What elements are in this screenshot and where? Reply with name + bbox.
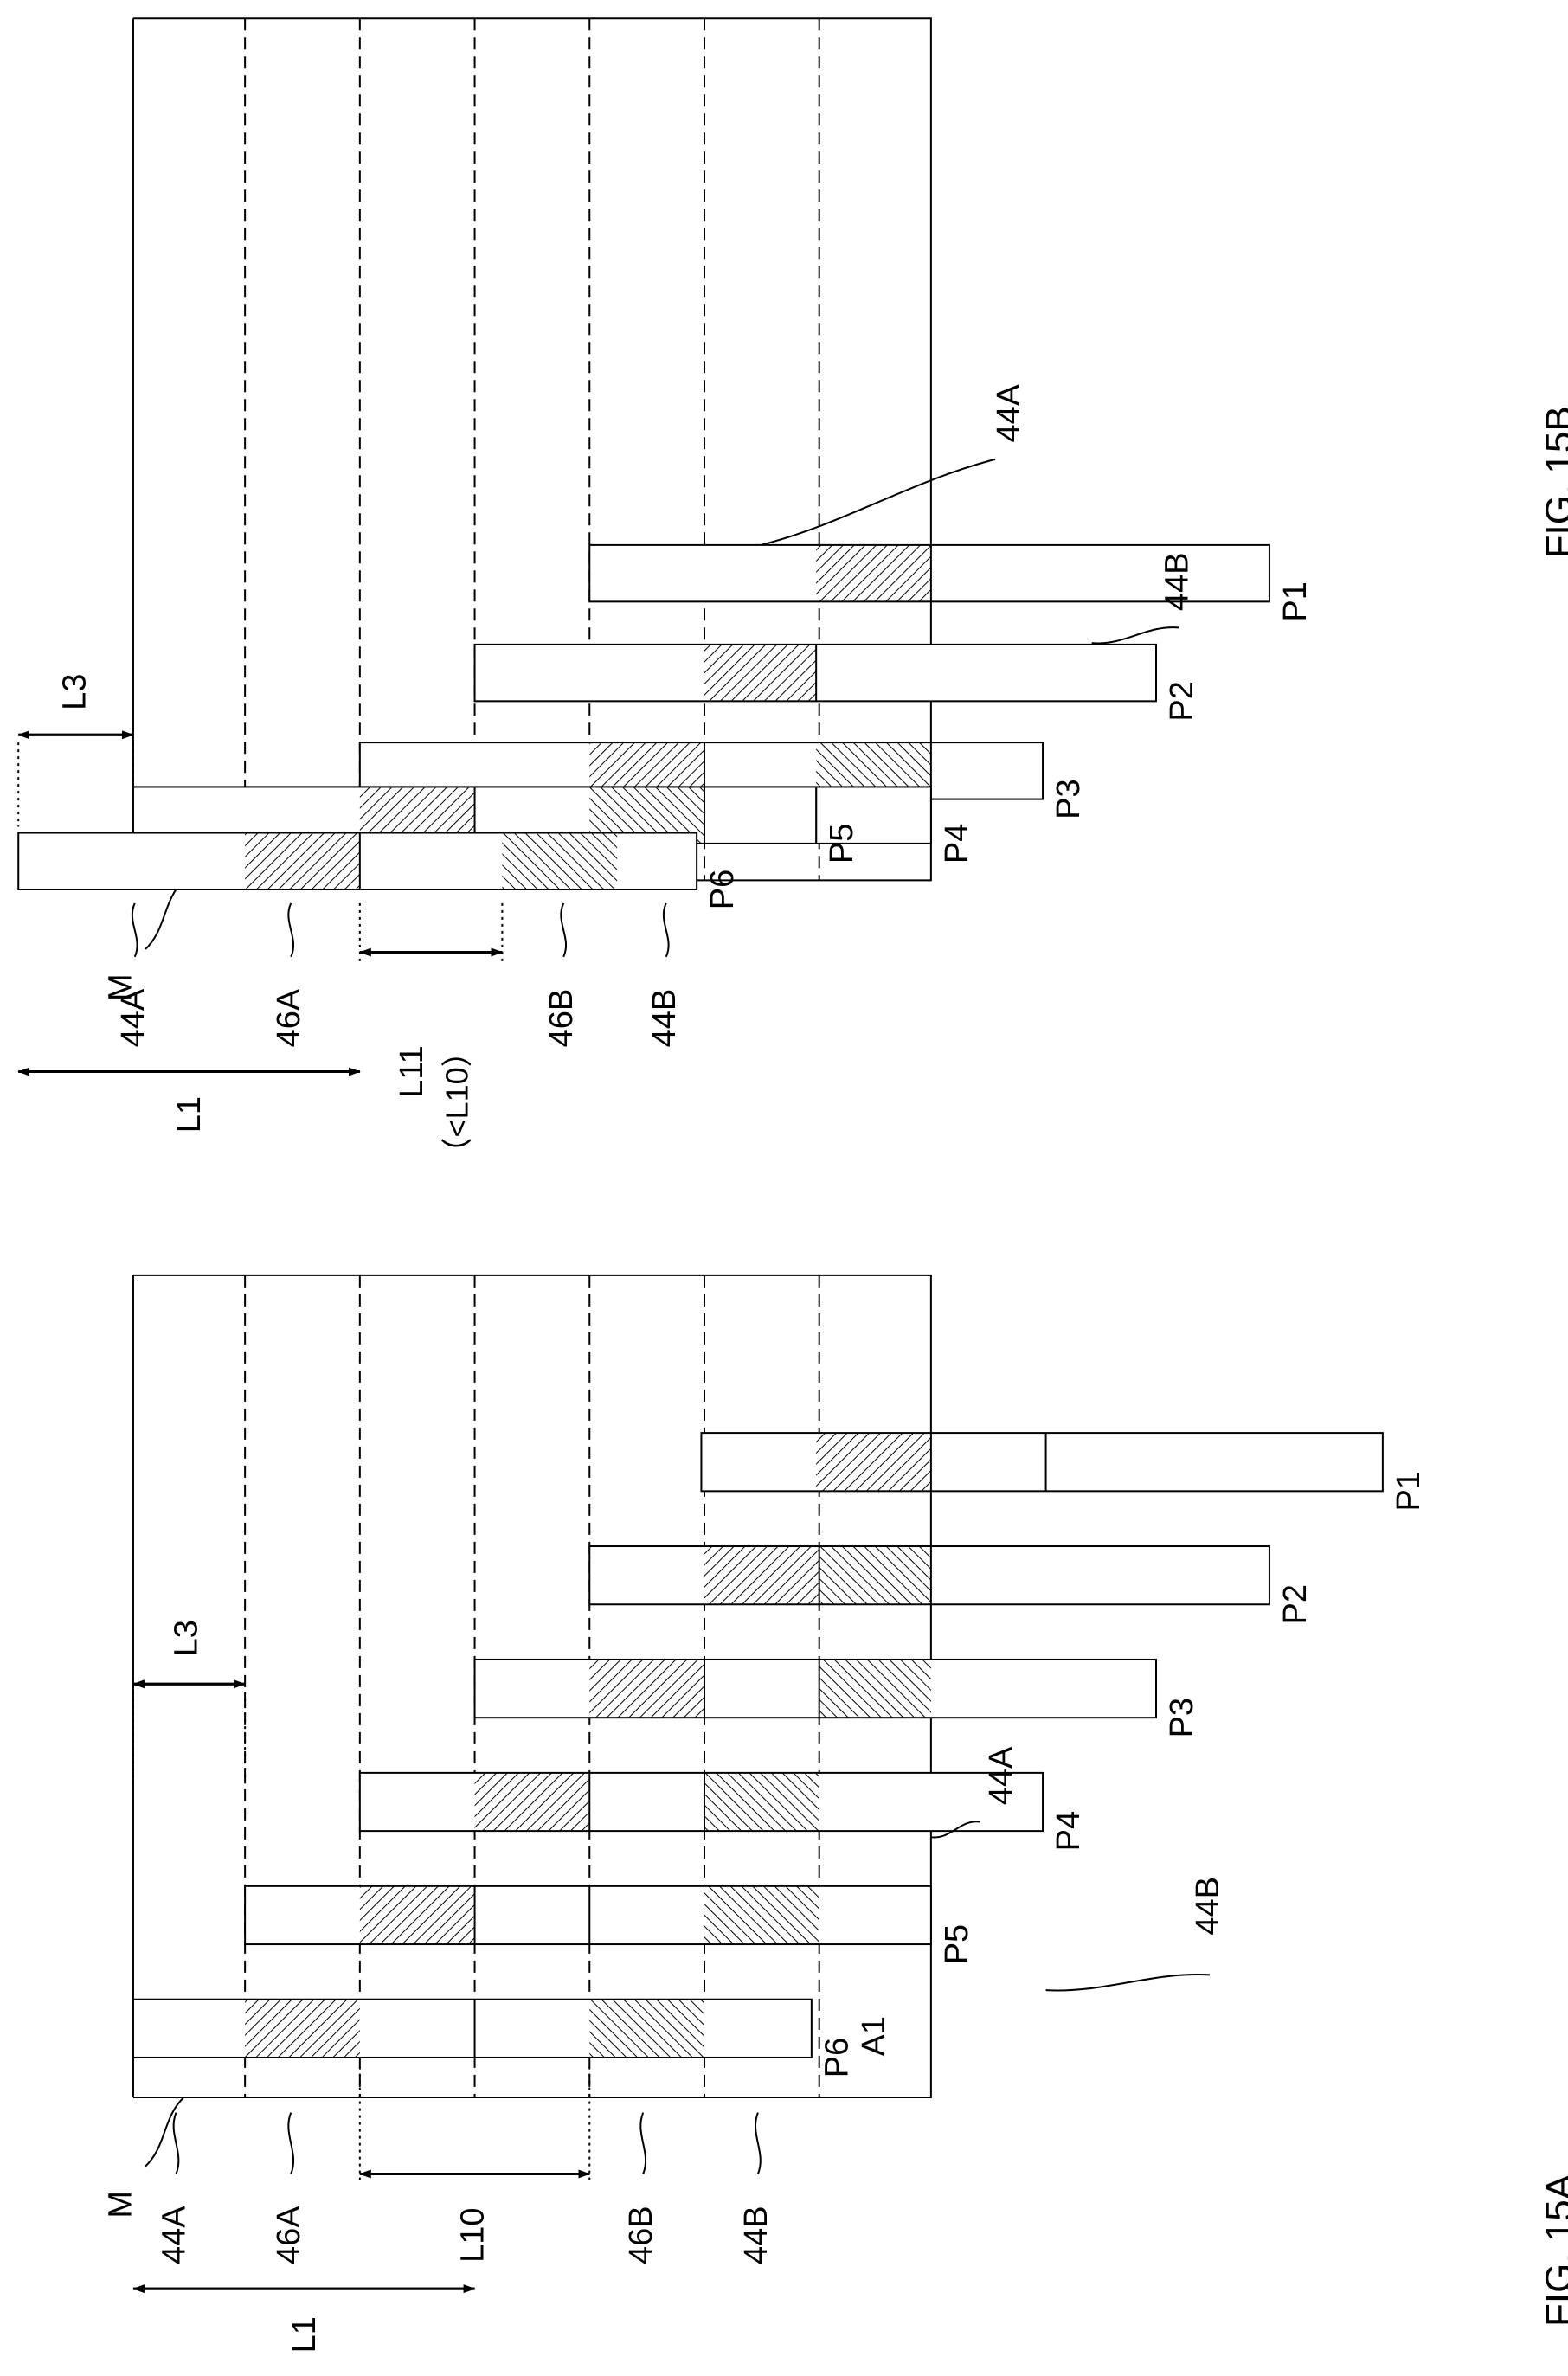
overlap-hatch xyxy=(816,544,931,602)
leader-top_44A xyxy=(930,1821,980,1839)
plate-p4: P4 xyxy=(358,1771,1087,1851)
plates: P1 P2 P3 P4 P5 P6 xyxy=(17,543,1314,909)
leader-left_46B xyxy=(560,902,568,958)
ref-label-left_44B: 44B xyxy=(646,989,683,1048)
overlap-hatch xyxy=(704,1546,819,1605)
plate-p6: P6 xyxy=(17,832,741,909)
plate-label: P2 xyxy=(1277,1584,1314,1624)
plate-p1: P1 xyxy=(588,543,1314,622)
ref-label-left_44A: 44A xyxy=(157,2206,193,2264)
overlap-hatch xyxy=(589,1659,704,1718)
dim-label-L_mid: L10 xyxy=(455,2208,492,2263)
plate-label: P1 xyxy=(1391,1471,1427,1511)
plates: P1 P2 P3 P4 P5 P6 xyxy=(132,1432,1427,2077)
dimensions: L1 L3 L11 （<L10） xyxy=(17,674,504,1168)
dim-label-L3: L3 xyxy=(169,1620,205,1656)
ref-label-top_44B: 44B xyxy=(1160,553,1196,612)
overlap-hatch xyxy=(816,1433,931,1492)
plate-label: P1 xyxy=(1277,581,1314,621)
leader-top_44B xyxy=(1045,1974,1210,1992)
leader-left_44A xyxy=(131,902,138,958)
dim-label-L_mid: L11 xyxy=(394,1045,430,1098)
area-label: A1 xyxy=(856,2016,892,2056)
plate-label: P5 xyxy=(824,824,860,864)
overlap-hatch xyxy=(589,1999,704,2058)
ref-label-left_46B: 46B xyxy=(543,989,580,1048)
overlap-hatch xyxy=(704,644,817,702)
dim-label-L3: L3 xyxy=(57,674,93,710)
figure-15a: A6A5A4A3A2A1MP1P2P3P4P5P644A44B44A46A46B… xyxy=(103,1274,1568,2353)
leader-left_44B xyxy=(662,902,670,958)
leader-m xyxy=(145,2097,185,2167)
overlap-hatch xyxy=(245,1999,360,2058)
ref-label-left_44A: 44A xyxy=(115,988,151,1047)
figure-15b: A6A5A4A3A2A1MP1P2P3P4P5P644A44B44A46A46B… xyxy=(17,17,1568,1168)
reference-labels: 44A 44B 44A 46A 46B 44B xyxy=(115,383,1196,1047)
plate-label: P3 xyxy=(1051,779,1087,819)
dimensions: L1 L3 L10 xyxy=(132,1620,591,2353)
plate-label: P4 xyxy=(1051,1811,1087,1851)
leader-top_44B xyxy=(1091,626,1179,645)
overlap-hatch xyxy=(704,1772,819,1832)
leader-left_44B xyxy=(755,2112,762,2174)
medium-label: M xyxy=(103,2191,139,2219)
plate-p3: P3 xyxy=(473,1658,1200,1737)
overlap-hatch xyxy=(359,1885,475,1945)
ref-label-left_44B: 44B xyxy=(738,2206,774,2264)
plate-label: P6 xyxy=(819,2038,856,2077)
dim-label-L1: L1 xyxy=(286,2316,323,2353)
figure-caption: FIG. 15A xyxy=(1539,2174,1568,2327)
ref-label-top_44A: 44A xyxy=(983,1746,1019,1805)
plate-label: P2 xyxy=(1164,681,1200,721)
overlap-hatch xyxy=(245,832,360,889)
plate-p6: P6 xyxy=(132,1998,856,2077)
leader-left_46B xyxy=(639,2112,647,2174)
plate-p2: P2 xyxy=(588,1545,1314,1624)
ref-label-top_44B: 44B xyxy=(1190,1877,1226,1936)
overlap-hatch xyxy=(474,1772,590,1832)
ref-label-left_46B: 46B xyxy=(623,2206,659,2264)
overlap-hatch xyxy=(819,1546,931,1605)
reference-labels: 44A 44B 44A 46A 46B 44B xyxy=(157,1746,1226,2264)
leader-left_46A xyxy=(287,902,295,958)
dim-note: （<L10） xyxy=(439,1036,474,1168)
plate-p5: P5 xyxy=(244,1885,975,1964)
plate-label: P5 xyxy=(939,1924,975,1964)
plate-p1: P1 xyxy=(700,1432,1427,1512)
ref-label-left_46A: 46A xyxy=(271,988,307,1047)
plate-label: P6 xyxy=(704,870,741,909)
overlap-hatch xyxy=(502,832,618,889)
ref-label-top_44A: 44A xyxy=(991,383,1027,442)
plate-p2: P2 xyxy=(473,643,1200,722)
figure-caption: FIG. 15B xyxy=(1539,406,1568,558)
overlap-hatch xyxy=(704,1885,819,1945)
plate-label: P3 xyxy=(1164,1698,1200,1737)
leader-left_46A xyxy=(287,2112,295,2174)
ref-label-left_46A: 46A xyxy=(271,2206,307,2264)
dim-label-L1: L1 xyxy=(171,1096,208,1133)
leader-left_44A xyxy=(172,2112,180,2174)
leader-m xyxy=(145,879,185,950)
leader-top_44A xyxy=(761,458,996,546)
medium-label: M xyxy=(103,973,139,1001)
overlap-hatch xyxy=(819,1659,931,1718)
medium-m: A6A5A4A3A2A1M xyxy=(103,1274,932,2219)
plate-label: P4 xyxy=(939,824,975,864)
